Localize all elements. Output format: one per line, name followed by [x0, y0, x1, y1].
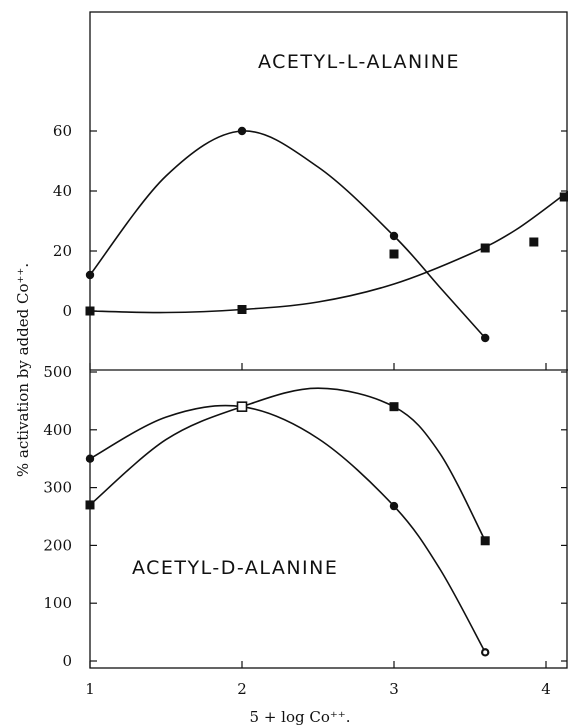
data-point	[85, 454, 95, 463]
data-point	[237, 305, 247, 314]
data-point	[389, 249, 399, 259]
data-point	[481, 333, 490, 343]
y-tick-label: 60	[53, 122, 72, 140]
y-axis-title: % activation by added Co⁺⁺.	[14, 263, 32, 477]
panel-title-l-alanine: ACETYL-L-ALANINE	[258, 51, 460, 73]
data-point	[236, 401, 248, 412]
x-tick-label: 2	[237, 680, 247, 698]
y-tick-label: 200	[43, 536, 72, 554]
data-point	[389, 231, 399, 241]
y-tick-label: 400	[43, 421, 72, 439]
data-point	[480, 243, 490, 253]
panel-title-d-alanine: ACETYL-D-ALANINE	[132, 557, 338, 579]
data-point	[85, 500, 95, 510]
x-tick-label: 3	[389, 680, 399, 698]
y-tick-label: 0	[62, 302, 72, 320]
data-point	[85, 270, 95, 280]
x-axis-title: 5 + log Co⁺⁺.	[250, 708, 351, 726]
series-curve	[89, 190, 568, 314]
plot-frame: 1 2 3 4	[85, 11, 568, 698]
panel-acetyl-d-alanine: 0 100 200 300 400 500	[43, 363, 567, 670]
y-tick-label: 0	[62, 652, 72, 670]
y-tick-label: 300	[43, 479, 72, 497]
data-point	[529, 237, 539, 247]
y-tick-label: 100	[43, 594, 72, 612]
panel-acetyl-l-alanine: 0 20 40 60	[53, 122, 568, 343]
data-point	[85, 306, 95, 316]
data-point	[237, 126, 247, 136]
series-curve	[89, 387, 486, 542]
x-tick-label: 4	[541, 680, 551, 698]
plot-border	[89, 11, 568, 669]
data-point	[389, 402, 399, 412]
data-point	[559, 192, 568, 202]
series-curve	[89, 130, 486, 339]
data-point-highlight	[483, 650, 488, 655]
data-point	[389, 501, 399, 511]
data-point	[480, 536, 490, 546]
series-curve	[89, 404, 486, 653]
x-tick-label: 1	[85, 680, 95, 698]
y-tick-label: 40	[53, 182, 72, 200]
y-tick-label: 20	[53, 242, 72, 260]
y-tick-label: 500	[43, 363, 72, 381]
